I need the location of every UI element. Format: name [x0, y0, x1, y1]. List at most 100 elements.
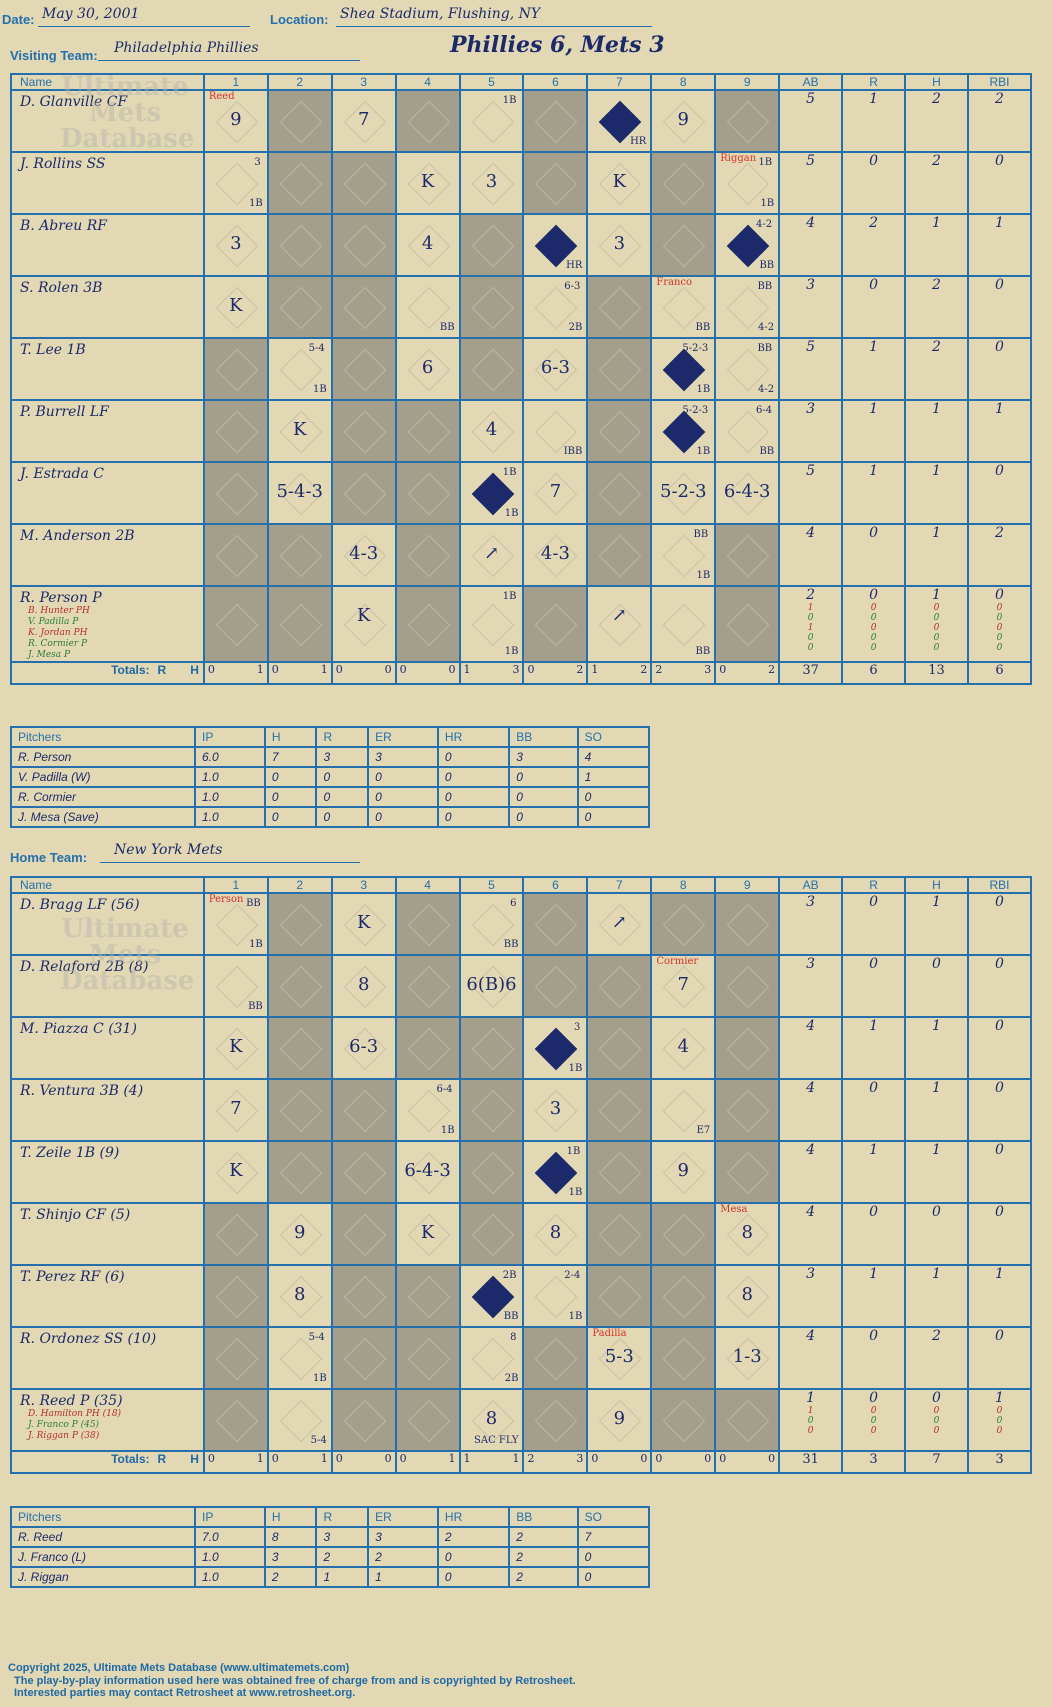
pitching-header-row: Pitchers IP H R ER HR BB SO [10, 726, 651, 748]
pitcher-stat: 0 [367, 786, 439, 808]
play-note-top: 5-2-3 [682, 405, 709, 416]
stat-value: 0 [932, 1204, 941, 1220]
base-diamond [279, 286, 322, 330]
player-row: B. Abreu RF 3 4 HR 3 4-2 BB 4 2 1 1 [10, 213, 1033, 277]
stat-value: 0 [932, 956, 941, 972]
play-note-top: BB [693, 529, 709, 540]
at-bat-cell [714, 1140, 781, 1204]
player-name-cell: D. Bragg LF (56) [10, 892, 205, 956]
total-ab: 31 [778, 1450, 844, 1474]
pitcher-stat: 1.0 [194, 1566, 266, 1588]
pitcher-stat: 3 [367, 746, 439, 768]
play-note-bottom: 4-2 [758, 384, 775, 395]
player-stat-r: 0 [841, 892, 907, 956]
stat-value: 3 [806, 894, 816, 910]
stat-value: 0 [995, 277, 1004, 293]
pitching-header: SO [576, 1506, 651, 1528]
pitcher-stat: 8 [263, 1526, 318, 1548]
play-result: 6-3 [349, 1036, 379, 1057]
play-result: K [229, 1160, 243, 1181]
at-bat-cell [586, 954, 653, 1018]
base-diamond [279, 534, 322, 578]
play-result: 6(B)6 [466, 974, 517, 995]
home-team: New York Mets [114, 842, 223, 858]
pitching-header: Pitchers [10, 1506, 196, 1528]
pitcher-stat: 6.0 [194, 746, 266, 768]
play-result: 6 [421, 357, 434, 378]
inning-hits: 2 [576, 663, 584, 676]
inning-hits: 0 [768, 1452, 776, 1465]
substitute-stat: 0 [807, 1416, 814, 1426]
at-bat-cell: 6-4-3 [714, 461, 781, 525]
play-result: K [229, 295, 243, 316]
substitute-stat: 0 [996, 603, 1003, 613]
base-diamond [663, 162, 706, 206]
at-bat-cell [586, 461, 653, 525]
visiting-team: Philadelphia Phillies [114, 40, 259, 56]
pitching-header: R [315, 1506, 370, 1528]
substitute-stat: 0 [996, 643, 1003, 653]
substitute-name: B. Hunter PH [28, 606, 90, 616]
stat-value: 1 [995, 401, 1004, 417]
player-row: S. Rolen 3B K BB 6-3 2B BB Franco BB 4-2 3 0 2 0 [10, 275, 1033, 339]
at-bat-cell [714, 954, 781, 1018]
at-bat-cell [202, 399, 269, 463]
base-diamond [343, 162, 386, 206]
inning-runs: 1 [463, 1452, 471, 1465]
inning-header-6: 6 [522, 73, 589, 91]
base-diamond [407, 1337, 450, 1381]
pitcher-stat: 3 [508, 746, 579, 768]
base-diamond [663, 1399, 706, 1443]
visitors-scoresheet: Name 1 2 3 4 5 6 7 8 9 AB R H RBI D. Glanville CF 9 Reed… [10, 73, 1033, 685]
player-row: T. Perez RF (6) 8 2B BB 2-4 1B 8 3 1 1 1 [10, 1264, 1033, 1328]
at-bat-cell: 7 [202, 1078, 269, 1142]
base-diamond [535, 100, 578, 144]
stat-value: 1 [932, 1142, 941, 1158]
at-bat-cell: 3 [202, 213, 269, 277]
play-note-bottom: 5-4 [310, 1435, 327, 1446]
at-bat-cell: BB [394, 275, 461, 339]
base-diamond [599, 410, 642, 454]
stat-value: 0 [869, 1080, 879, 1096]
stat-value: 2 [932, 1328, 941, 1344]
play-result: 4-3 [540, 543, 570, 564]
player-stat-h: 1 [904, 213, 969, 277]
substitute-stat: 0 [996, 633, 1003, 643]
inning-runs: 0 [719, 1452, 727, 1465]
substitute-stat: 0 [807, 613, 814, 623]
stat-value: 2 [995, 525, 1004, 541]
at-bat-cell [266, 585, 333, 663]
player-name: B. Abreu RF [20, 218, 107, 234]
player-name-cell: B. Abreu RF [10, 213, 205, 277]
inning-header-4: 4 [394, 876, 461, 894]
at-bat-cell: 5-4 1B [266, 1326, 333, 1390]
visiting-underline [98, 60, 360, 61]
at-bat-cell: 7 [522, 461, 589, 525]
stat-value: 0 [869, 153, 879, 169]
player-row: P. Burrell LF K 4 IBB 5-2-3 1B 6-4 BB 3 1 1 1 [10, 399, 1033, 463]
at-bat-cell: 8 Mesa [714, 1202, 781, 1266]
pitcher-stat: 3 [263, 1546, 318, 1568]
at-bat-cell: 8 [714, 1264, 781, 1328]
header-row: Name 1 2 3 4 5 6 7 8 9 AB R H RBI [10, 876, 1033, 894]
footer-copyright: Copyright 2025, Ultimate Mets Database (… [8, 1662, 350, 1674]
base-diamond [215, 410, 259, 454]
stat-value: 0 [995, 1204, 1004, 1220]
base-diamond [343, 348, 386, 392]
play-note-top: 1B [502, 95, 517, 106]
inning-runs: 0 [527, 663, 535, 676]
inning-runs: 0 [271, 663, 279, 676]
at-bat-cell [330, 1326, 397, 1390]
game-title: Phillies 6, Mets 3 [450, 32, 665, 58]
at-bat-cell [458, 337, 525, 401]
at-bat-cell [266, 275, 333, 339]
pitcher-stat: 2 [508, 1526, 579, 1548]
inning-hits: 3 [512, 663, 520, 676]
play-note-bottom: HR [630, 136, 647, 147]
at-bat-cell: 7 [330, 89, 397, 153]
play-result: 1-3 [732, 1346, 762, 1367]
